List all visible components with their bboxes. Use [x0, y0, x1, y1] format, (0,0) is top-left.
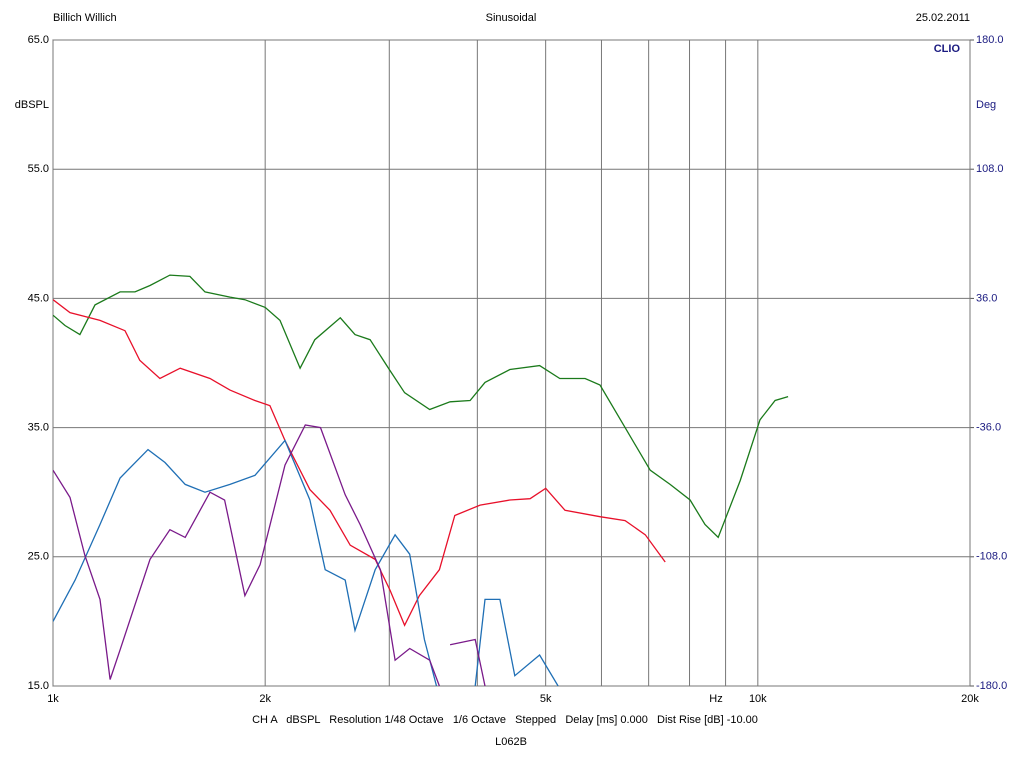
- y-tick-label: 55.0: [28, 163, 49, 175]
- y-tick-label: 35.0: [28, 422, 49, 434]
- data-line: [53, 299, 666, 627]
- y2-axis-label: Deg: [976, 99, 996, 111]
- x-tick-label: 5k: [540, 693, 552, 705]
- y-tick-label: 25.0: [28, 551, 49, 563]
- y2-tick-label: 108.0: [976, 163, 1004, 175]
- y2-tick-label: -108.0: [976, 551, 1007, 563]
- x-tick-label: 20k: [961, 693, 979, 705]
- data-line: [53, 274, 789, 539]
- footer: CH A dBSPL Resolution 1/48 Octave 1/6 Oc…: [252, 714, 758, 726]
- plot-frame: [52, 39, 971, 687]
- date: 25.02.2011: [916, 12, 970, 24]
- y-tick-label: 65.0: [28, 34, 49, 46]
- brand: CLIO: [934, 43, 961, 55]
- plot-area: [53, 274, 789, 686]
- x-tick-label: 2k: [259, 693, 271, 705]
- y2-tick-label: 36.0: [976, 292, 997, 304]
- y2-tick-label: 180.0: [976, 34, 1004, 46]
- y2-tick-label: -36.0: [976, 422, 1001, 434]
- x-tick-label: 10k: [749, 693, 767, 705]
- header-left: Billich Willich: [53, 12, 117, 24]
- y-tick-label: 15.0: [28, 680, 49, 692]
- x-tick-label: 1k: [47, 693, 59, 705]
- data-line: [53, 439, 559, 686]
- y2-tick-label: -180.0: [976, 680, 1007, 692]
- subfooter: L062B: [495, 736, 527, 748]
- x-axis-label: Hz: [709, 693, 722, 705]
- y-tick-label: 45.0: [28, 292, 49, 304]
- y-axis-label: dBSPL: [15, 99, 49, 111]
- data-line: [53, 424, 486, 686]
- chart-title: Sinusoidal: [486, 12, 537, 24]
